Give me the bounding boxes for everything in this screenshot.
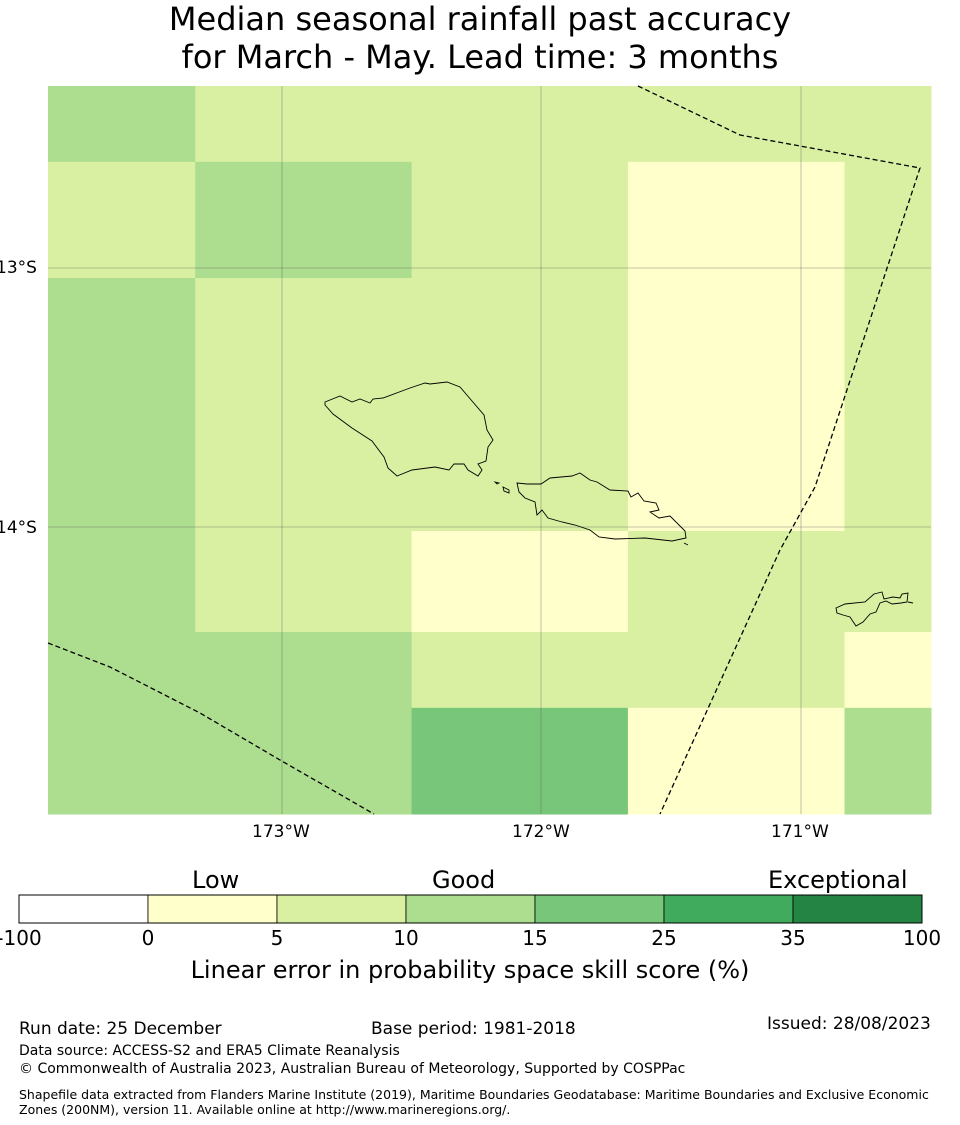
apolima-islet — [493, 481, 501, 485]
colorbar — [18, 894, 923, 924]
colorbar-segment — [276, 894, 407, 924]
base-period: Base period: 1981-2018 — [371, 1019, 576, 1039]
grid-cell — [48, 707, 196, 815]
aunuu-islet — [907, 601, 914, 604]
eez-boundary-west — [47, 642, 375, 815]
colorbar-tick-label: 5 — [270, 926, 284, 950]
colorbar-segment — [147, 894, 278, 924]
run-date: Run date: 25 December — [19, 1019, 222, 1039]
grid-cell — [411, 278, 629, 532]
savaii-island — [324, 381, 494, 477]
grid-cell — [844, 707, 932, 815]
eez-boundary-east — [637, 85, 921, 815]
grid-cell — [627, 530, 846, 633]
colorbar-segment — [18, 894, 149, 924]
grid-cell — [627, 86, 846, 163]
copyright-notice: © Commonwealth of Australia 2023, Austra… — [19, 1061, 686, 1077]
grid-cell — [48, 278, 196, 532]
grid-cell — [48, 530, 196, 633]
colorbar-tick-label: 0 — [141, 926, 155, 950]
data-source: Data source: ACCESS-S2 and ERA5 Climate … — [19, 1043, 400, 1059]
grid-cell — [844, 278, 932, 532]
legend-category-low: Low — [192, 866, 240, 894]
grid-cell — [844, 161, 932, 279]
title-line-2: for March - May. Lead time: 3 months — [181, 38, 779, 76]
grid-cell — [48, 161, 196, 279]
grid-cell — [411, 86, 629, 163]
colorbar-segment — [792, 894, 923, 924]
colorbar-segment — [534, 894, 665, 924]
issued-date: Issued: 28/08/2023 — [767, 1014, 931, 1034]
grid-cell — [844, 530, 932, 633]
colorbar-segment — [663, 894, 794, 924]
colorbar-tick-label: 10 — [393, 926, 419, 950]
grid-cell — [411, 707, 629, 815]
colorbar-tick-label: -100 — [0, 926, 42, 950]
upolu-island — [516, 472, 687, 542]
maritime-boundaries — [47, 85, 921, 815]
colorbar-segment — [405, 894, 536, 924]
manono-islet — [502, 486, 510, 494]
grid-cell — [48, 632, 196, 709]
grid-cell — [195, 707, 413, 815]
grid-cell — [627, 278, 846, 532]
colorbar-frame — [18, 894, 923, 924]
colorbar-axis-label: Linear error in probability space skill … — [190, 956, 750, 984]
lat-label-14s: 14°S — [0, 518, 37, 538]
grid-cell — [411, 530, 629, 633]
grid-cell — [195, 161, 413, 279]
colorbar-tick-label: 15 — [522, 926, 548, 950]
colorbar-tick-label: 35 — [780, 926, 806, 950]
legend-category-exceptional: Exceptional — [768, 866, 908, 894]
lon-label-173w: 173°W — [252, 822, 310, 842]
colorbar-tick-label: 25 — [651, 926, 677, 950]
chart-title: Median seasonal rainfall past accuracy f… — [0, 0, 960, 76]
nuutele-islet — [683, 542, 689, 546]
grid-cell — [627, 632, 846, 709]
grid-cell — [627, 707, 846, 815]
grid-cell — [195, 632, 413, 709]
coastlines — [324, 381, 914, 627]
grid-cell — [411, 632, 629, 709]
graticule — [48, 86, 931, 814]
lat-label-13s: 13°S — [0, 258, 37, 278]
grid-cell — [195, 278, 413, 532]
grid-cell — [844, 86, 932, 163]
skill-grid — [48, 86, 932, 815]
grid-cell — [627, 161, 846, 279]
grid-cell — [195, 530, 413, 633]
legend-category-good: Good — [432, 866, 496, 894]
grid-cell — [844, 632, 932, 709]
colorbar-tick-label: 100 — [902, 926, 942, 950]
lon-label-171w: 171°W — [771, 822, 829, 842]
title-line-1: Median seasonal rainfall past accuracy — [168, 0, 792, 38]
grid-cell — [195, 86, 413, 163]
shapefile-credit: Shapefile data extracted from Flanders M… — [19, 1087, 929, 1117]
tutuila-island — [835, 591, 909, 627]
grid-cell — [48, 86, 196, 163]
grid-cell — [411, 161, 629, 279]
lon-label-172w: 172°W — [512, 822, 570, 842]
